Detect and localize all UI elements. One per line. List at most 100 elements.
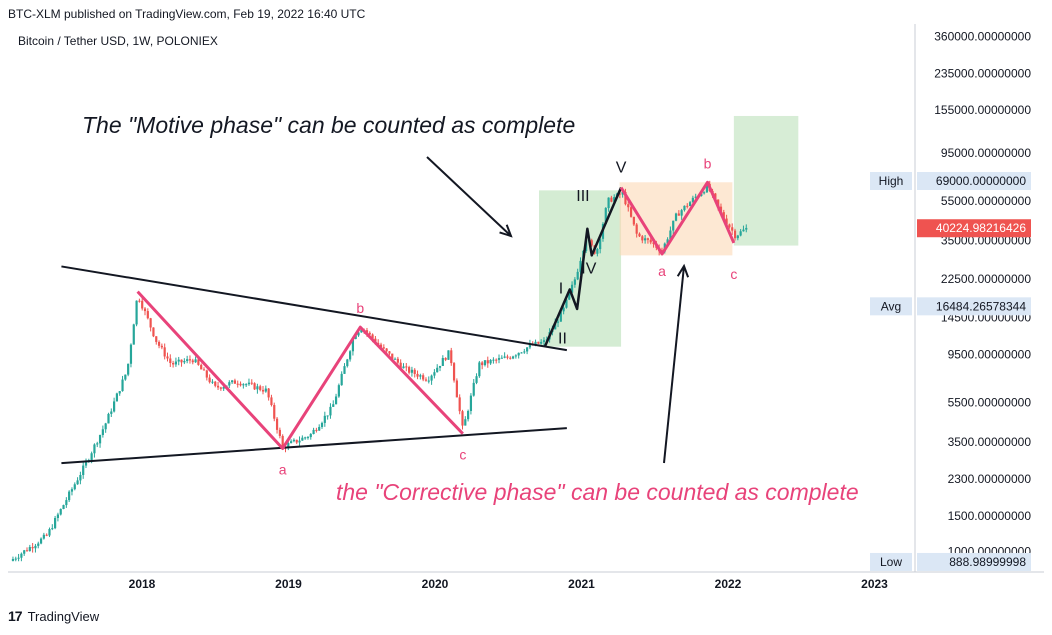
x-tick-label-4: 2022 — [715, 577, 742, 591]
candle-body-151 — [436, 367, 439, 373]
candle-body-201 — [576, 271, 579, 280]
candle-body-197 — [565, 299, 568, 308]
candle-body-79 — [233, 380, 237, 384]
arrows — [426, 156, 690, 464]
candle-body-86 — [253, 383, 256, 390]
avg-badge-tag-bg — [870, 297, 912, 316]
candle-body-145 — [419, 375, 422, 377]
candle-body-143 — [413, 369, 416, 374]
candle-body-221 — [632, 216, 635, 225]
candle-body-72 — [214, 381, 217, 386]
candle-body-107 — [312, 429, 315, 434]
candle-body-234 — [669, 230, 672, 240]
candle-body-61 — [183, 361, 186, 363]
candle-body-233 — [666, 239, 669, 244]
candle-body-102 — [298, 440, 301, 443]
candle-body-154 — [444, 358, 447, 360]
corrective-arrow-head — [676, 263, 690, 278]
y-tick-label-9: 5500.00000000 — [948, 395, 1032, 409]
high-badge-value: 69000.00000000 — [936, 174, 1026, 188]
candle-body-80 — [236, 383, 239, 385]
candle-body-127 — [368, 332, 371, 335]
candle-body-261 — [745, 227, 748, 230]
candle-body-121 — [351, 338, 355, 352]
candle-body-29 — [93, 444, 96, 454]
candle-body-174 — [500, 357, 503, 359]
highlight-boxes — [539, 115, 799, 347]
brand-name: TradingView — [27, 608, 100, 624]
candle-body-163 — [469, 395, 473, 411]
x-tick-label-3: 2021 — [568, 577, 595, 591]
candle-body-60 — [180, 359, 183, 363]
candle-body-257 — [733, 230, 737, 239]
candle-body-7 — [31, 547, 34, 549]
impulse-label-III: III — [576, 188, 589, 205]
candle-body-131 — [379, 344, 383, 348]
candle-body-211 — [604, 208, 607, 224]
candle-body-158 — [455, 380, 458, 398]
candle-body-68 — [202, 369, 206, 371]
candle-body-19 — [65, 500, 68, 506]
candle-body-153 — [441, 358, 444, 366]
candle-body-110 — [320, 422, 324, 427]
candle-body-194 — [556, 321, 560, 323]
candle-body-202 — [579, 260, 582, 272]
candle-body-178 — [511, 356, 515, 359]
candle-body-71 — [211, 381, 214, 383]
candle-body-75 — [222, 386, 225, 389]
candle-body-87 — [256, 386, 259, 390]
candle-body-225 — [644, 238, 647, 241]
candle-body-42 — [129, 344, 133, 364]
impulse-label-IV: IV — [581, 260, 596, 277]
candle-body-35 — [110, 411, 113, 414]
candle-body-21 — [70, 489, 74, 492]
candle-body-246 — [703, 192, 706, 194]
candle-body-216 — [618, 193, 621, 195]
candle-body-256 — [731, 227, 734, 231]
candle-body-70 — [208, 377, 211, 383]
impulse-label-II: II — [558, 331, 567, 348]
candle-body-119 — [346, 359, 349, 367]
candle-body-128 — [371, 334, 374, 339]
candle-body-104 — [304, 437, 307, 439]
candle-body-177 — [509, 357, 512, 359]
candle-body-165 — [475, 376, 478, 383]
candle-body-100 — [292, 439, 296, 442]
candle-body-103 — [301, 437, 304, 441]
high-badge-bg — [917, 171, 1031, 190]
candle-body-58 — [174, 361, 178, 365]
candle-body-101 — [295, 439, 298, 443]
candle-body-141 — [408, 367, 411, 373]
candle-body-198 — [568, 292, 571, 300]
x-tick-label-5: 2023 — [861, 577, 888, 591]
candlestick-series — [11, 180, 748, 562]
candle-body-175 — [503, 356, 506, 358]
candle-body-84 — [247, 382, 251, 385]
candle-body-209 — [599, 238, 602, 250]
candle-body-5 — [25, 550, 29, 552]
triangle-abc-path — [136, 290, 464, 450]
candle-body-217 — [621, 191, 624, 195]
candle-body-144 — [416, 373, 419, 377]
candle-body-152 — [438, 365, 442, 368]
candle-body-109 — [318, 426, 321, 431]
candle-body-77 — [228, 382, 231, 386]
candle-body-45 — [138, 300, 141, 302]
candle-body-64 — [191, 360, 194, 363]
candle-body-20 — [68, 491, 71, 501]
candle-body-228 — [652, 242, 655, 244]
candle-body-4 — [23, 550, 26, 554]
candle-body-73 — [216, 385, 220, 388]
wave-paths — [136, 180, 736, 450]
candle-body-134 — [388, 351, 391, 354]
candle-body-123 — [357, 332, 360, 336]
low-badge-bg — [917, 552, 1031, 571]
candle-body-124 — [360, 329, 363, 333]
motive-arrow — [426, 156, 512, 237]
candle-body-161 — [464, 419, 467, 426]
candle-body-22 — [73, 484, 76, 490]
candle-body-236 — [674, 213, 678, 221]
candle-body-250 — [714, 193, 717, 200]
corrective-annotation: the "Corrective phase" can be counted as… — [336, 479, 859, 505]
